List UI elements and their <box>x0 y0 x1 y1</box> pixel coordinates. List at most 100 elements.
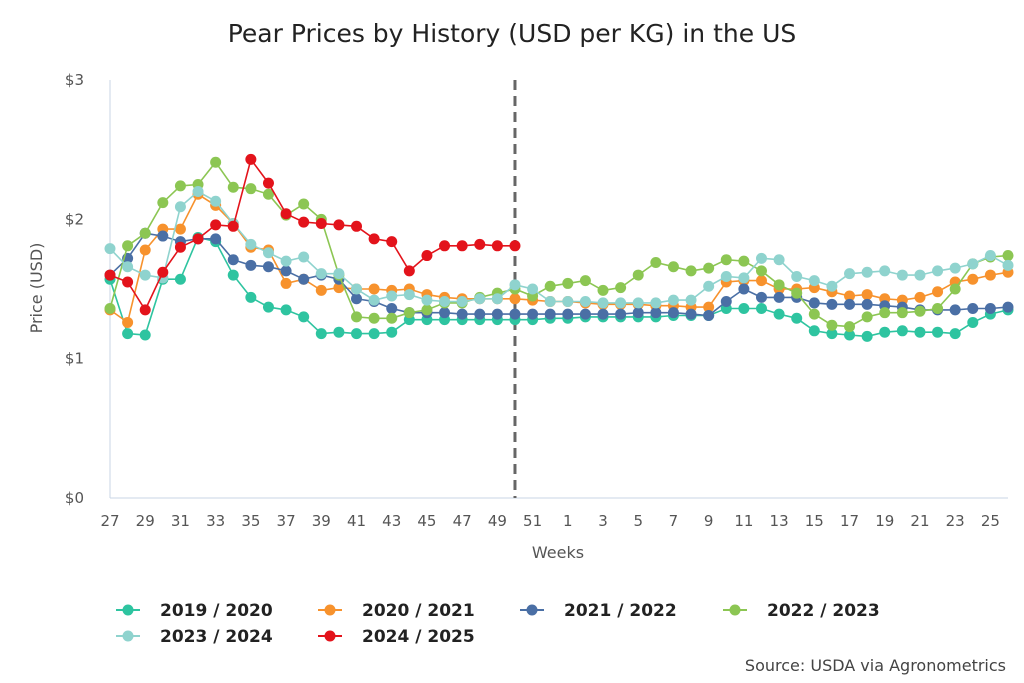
data-point[interactable] <box>174 223 186 235</box>
data-point[interactable] <box>474 293 486 305</box>
data-point[interactable] <box>879 307 891 319</box>
data-point[interactable] <box>210 219 222 231</box>
data-point[interactable] <box>808 325 820 337</box>
data-point[interactable] <box>984 303 996 315</box>
data-point[interactable] <box>949 283 961 295</box>
data-point[interactable] <box>280 265 292 277</box>
data-point[interactable] <box>280 277 292 289</box>
data-point[interactable] <box>439 307 451 319</box>
data-point[interactable] <box>896 307 908 319</box>
data-point[interactable] <box>844 321 856 333</box>
data-point[interactable] <box>597 284 609 296</box>
data-point[interactable] <box>967 303 979 315</box>
data-point[interactable] <box>967 316 979 328</box>
data-point[interactable] <box>791 312 803 324</box>
data-point[interactable] <box>914 269 926 281</box>
data-point[interactable] <box>667 294 679 306</box>
data-point[interactable] <box>826 298 838 310</box>
data-point[interactable] <box>139 244 151 256</box>
data-point[interactable] <box>615 308 627 320</box>
data-point[interactable] <box>157 266 169 278</box>
data-point[interactable] <box>685 265 697 277</box>
data-point[interactable] <box>632 269 644 281</box>
data-point[interactable] <box>703 309 715 321</box>
data-point[interactable] <box>104 243 116 255</box>
data-point[interactable] <box>122 261 134 273</box>
data-point[interactable] <box>755 252 767 264</box>
data-point[interactable] <box>333 282 345 294</box>
data-point[interactable] <box>280 208 292 220</box>
data-point[interactable] <box>562 296 574 308</box>
data-point[interactable] <box>808 275 820 287</box>
data-point[interactable] <box>157 230 169 242</box>
data-point[interactable] <box>808 308 820 320</box>
data-point[interactable] <box>439 296 451 308</box>
data-point[interactable] <box>703 262 715 274</box>
data-point[interactable] <box>826 319 838 331</box>
data-point[interactable] <box>298 198 310 210</box>
data-point[interactable] <box>527 283 539 295</box>
data-point[interactable] <box>844 290 856 302</box>
data-point[interactable] <box>650 307 662 319</box>
data-point[interactable] <box>914 291 926 303</box>
data-point[interactable] <box>315 284 327 296</box>
data-point[interactable] <box>562 277 574 289</box>
data-point[interactable] <box>421 304 433 316</box>
data-point[interactable] <box>368 328 380 340</box>
legend-item[interactable]: 2022 / 2023 <box>723 601 880 621</box>
data-point[interactable] <box>351 220 363 232</box>
data-point[interactable] <box>738 303 750 315</box>
data-point[interactable] <box>104 269 116 281</box>
data-point[interactable] <box>949 304 961 316</box>
legend-item[interactable]: 2020 / 2021 <box>318 601 475 621</box>
data-point[interactable] <box>914 305 926 317</box>
data-point[interactable] <box>632 307 644 319</box>
data-point[interactable] <box>615 297 627 309</box>
data-point[interactable] <box>386 312 398 324</box>
data-point[interactable] <box>280 304 292 316</box>
data-point[interactable] <box>456 240 468 252</box>
data-point[interactable] <box>210 156 222 168</box>
data-point[interactable] <box>632 297 644 309</box>
data-point[interactable] <box>650 297 662 309</box>
data-point[interactable] <box>403 289 415 301</box>
data-point[interactable] <box>650 257 662 269</box>
data-point[interactable] <box>403 307 415 319</box>
data-point[interactable] <box>544 308 556 320</box>
data-point[interactable] <box>509 308 521 320</box>
data-point[interactable] <box>896 269 908 281</box>
data-point[interactable] <box>245 291 257 303</box>
data-point[interactable] <box>368 294 380 306</box>
data-point[interactable] <box>703 301 715 313</box>
data-point[interactable] <box>174 241 186 253</box>
data-point[interactable] <box>914 326 926 338</box>
data-point[interactable] <box>738 255 750 267</box>
data-point[interactable] <box>351 311 363 323</box>
data-point[interactable] <box>861 298 873 310</box>
data-point[interactable] <box>351 293 363 305</box>
data-point[interactable] <box>368 312 380 324</box>
data-point[interactable] <box>280 255 292 267</box>
data-point[interactable] <box>579 275 591 287</box>
data-point[interactable] <box>755 265 767 277</box>
data-point[interactable] <box>879 326 891 338</box>
data-point[interactable] <box>932 303 944 315</box>
data-point[interactable] <box>474 238 486 250</box>
data-point[interactable] <box>932 326 944 338</box>
data-point[interactable] <box>333 326 345 338</box>
data-point[interactable] <box>227 220 239 232</box>
data-point[interactable] <box>544 280 556 292</box>
data-point[interactable] <box>262 261 274 273</box>
data-point[interactable] <box>755 303 767 315</box>
data-point[interactable] <box>755 275 767 287</box>
data-point[interactable] <box>791 287 803 299</box>
data-point[interactable] <box>262 188 274 200</box>
data-point[interactable] <box>1002 301 1014 313</box>
data-point[interactable] <box>386 326 398 338</box>
data-point[interactable] <box>844 329 856 341</box>
data-point[interactable] <box>1002 250 1014 262</box>
data-point[interactable] <box>861 266 873 278</box>
data-point[interactable] <box>456 308 468 320</box>
data-point[interactable] <box>579 308 591 320</box>
data-point[interactable] <box>826 280 838 292</box>
